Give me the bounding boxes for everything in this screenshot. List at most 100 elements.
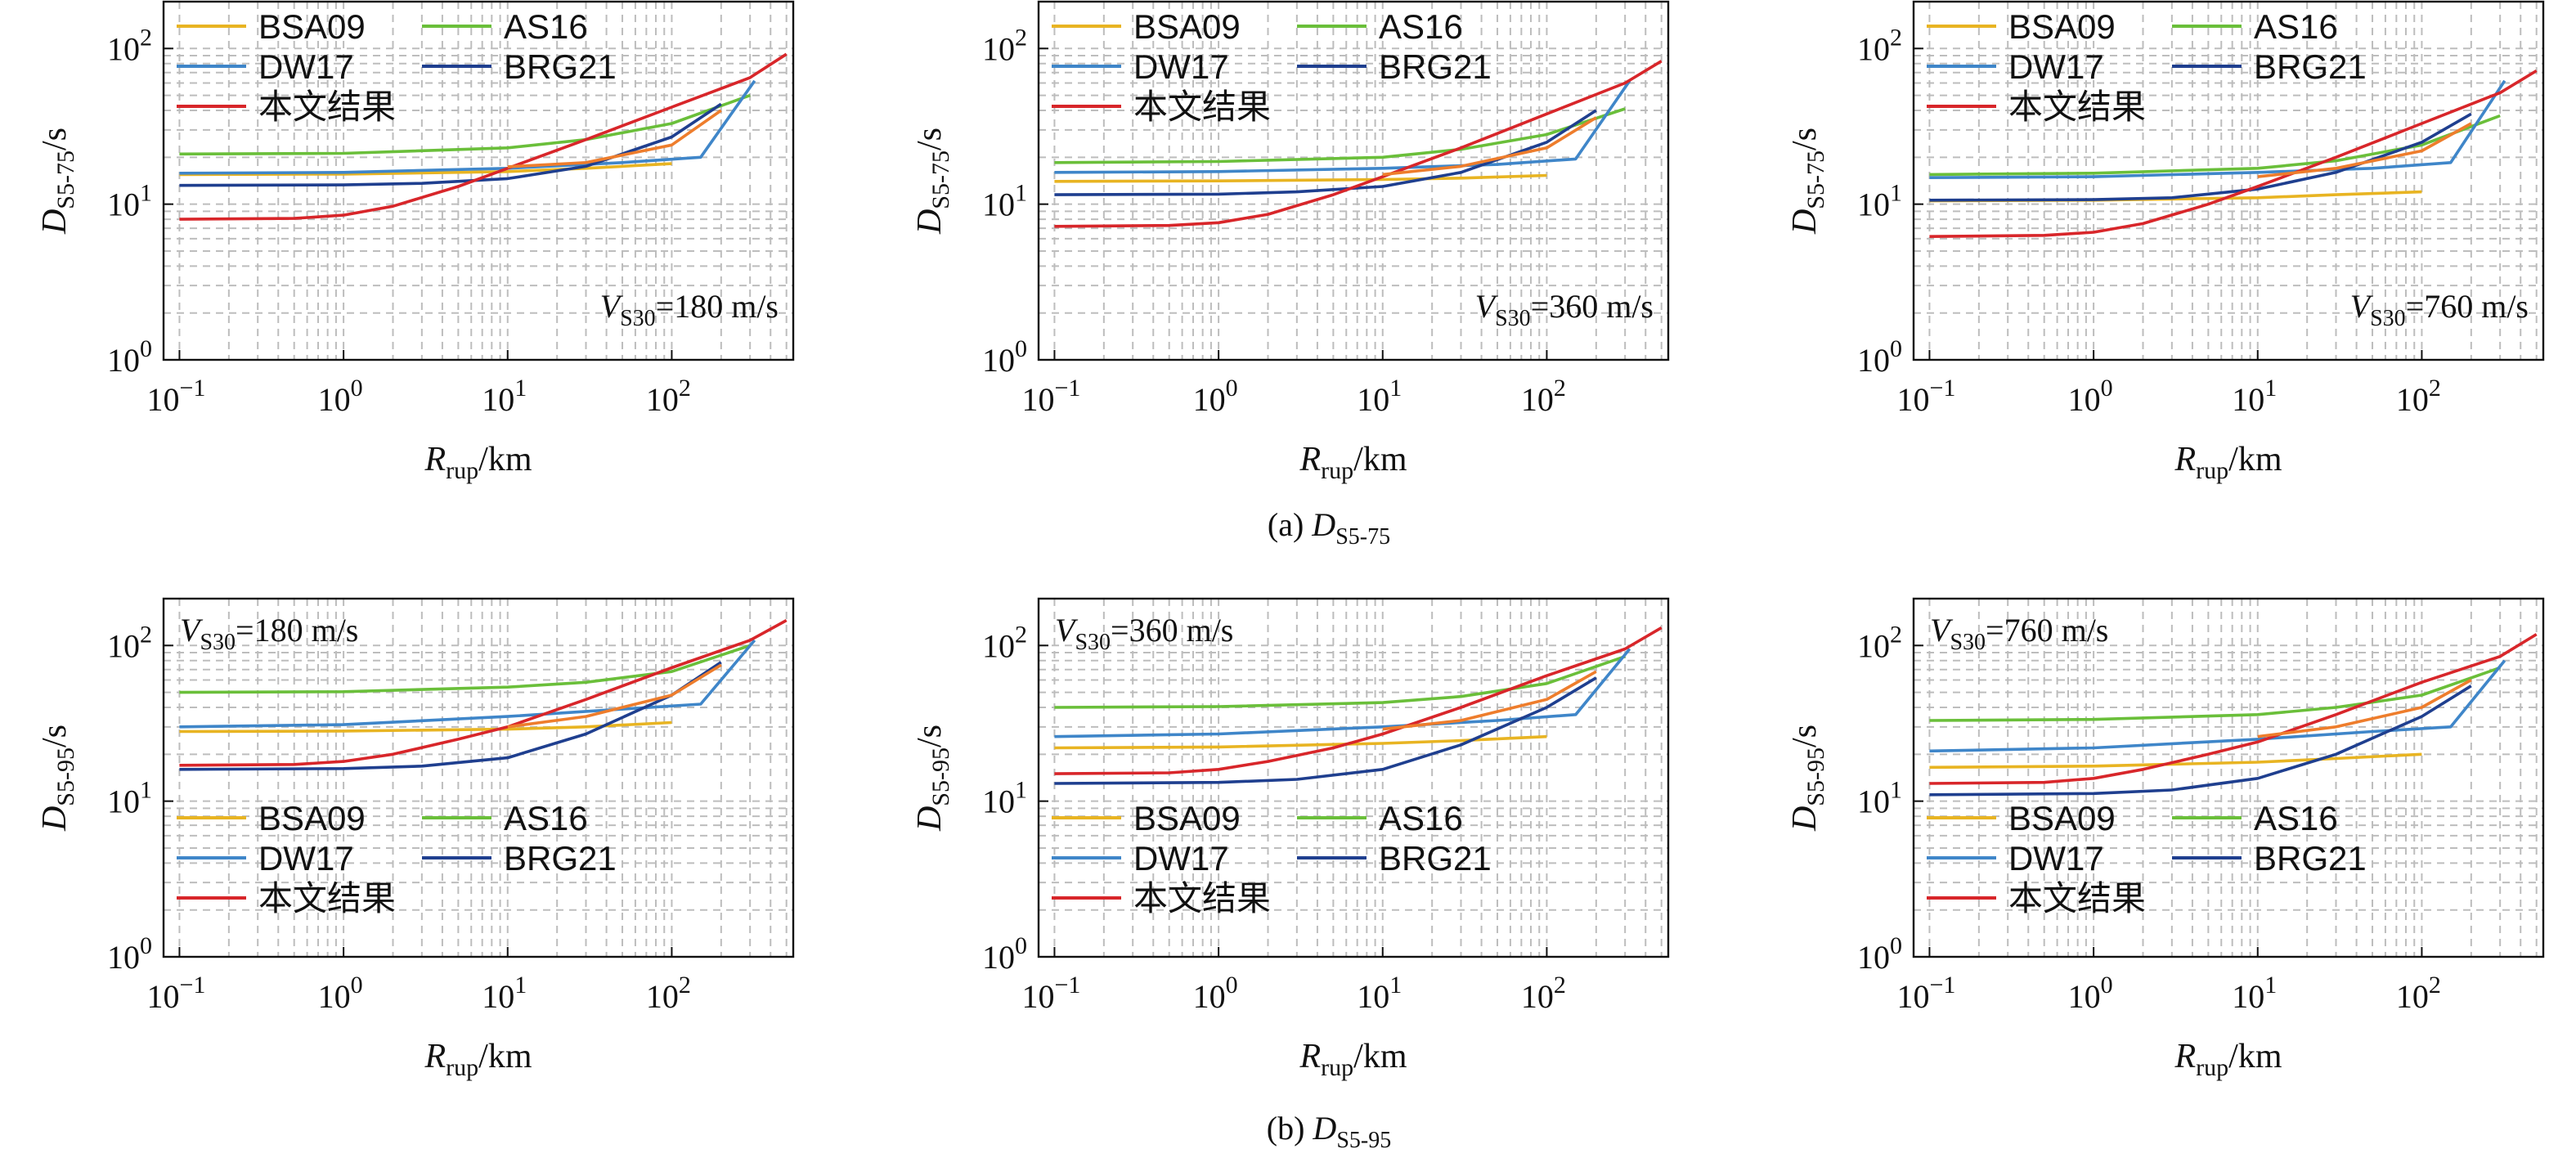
legend: BSA09 AS16 DW17 BRG21 本文结果 <box>1052 7 1492 126</box>
series-line-本文结果 <box>1054 626 1663 775</box>
y-tick-label: 101 <box>107 180 152 223</box>
series-line-本文结果 <box>179 52 788 221</box>
x-axis-label: Rrup/km <box>2174 1038 2282 1081</box>
axes-frame <box>162 0 795 361</box>
vs30-annotation: VS30=180 m/s <box>600 288 779 331</box>
y-tick-label: 101 <box>1857 777 1902 820</box>
x-tick-label: 10−1 <box>1021 972 1080 1015</box>
series-line-BRG21 <box>179 102 722 187</box>
vs30-annotation: VS30=180 m/s <box>180 612 358 655</box>
x-tick-label: 101 <box>1357 972 1402 1015</box>
series-group <box>1054 60 1663 228</box>
legend-label-BSA09: BSA09 <box>2008 799 2116 837</box>
y-tick-label: 101 <box>1857 180 1902 223</box>
x-tick-label: 102 <box>2396 375 2441 418</box>
legend-label-本文结果: 本文结果 <box>1133 879 1271 918</box>
series-line-extra <box>1382 116 1597 177</box>
legend-label-AS16: AS16 <box>1379 7 1463 46</box>
series-group <box>179 619 788 771</box>
legend-label-本文结果: 本文结果 <box>2008 88 2146 126</box>
x-tick-label: 102 <box>646 972 691 1015</box>
y-tick-label: 102 <box>107 24 152 67</box>
x-axis-label: Rrup/km <box>424 1038 532 1081</box>
series-group <box>179 52 788 221</box>
legend-label-DW17: DW17 <box>258 47 354 86</box>
y-axis-label: DS5-95/s <box>1786 725 1829 832</box>
x-axis-label: Rrup/km <box>1299 441 1407 484</box>
y-tick-label: 102 <box>1857 24 1902 67</box>
legend: BSA09 AS16 DW17 BRG21 本文结果 <box>1927 799 2367 918</box>
series-line-BSA09 <box>1054 173 1547 183</box>
legend-label-BRG21: BRG21 <box>1379 839 1492 877</box>
axes-frame <box>1037 0 1670 361</box>
axes-frame <box>1912 597 2545 958</box>
x-axis-label: Rrup/km <box>2174 441 2282 484</box>
y-axis-label: DS5-75/s <box>911 128 954 235</box>
legend-label-DW17: DW17 <box>1133 839 1229 877</box>
legend-label-BRG21: BRG21 <box>1379 47 1492 86</box>
x-tick-label: 100 <box>318 375 363 418</box>
x-tick-label: 102 <box>646 375 691 418</box>
series-line-DW17 <box>1929 659 2506 753</box>
legend-label-AS16: AS16 <box>504 799 588 837</box>
y-tick-label: 100 <box>107 335 152 379</box>
series-line-BSA09 <box>1054 734 1547 750</box>
series-line-DW17 <box>179 79 756 175</box>
legend-label-BSA09: BSA09 <box>2008 7 2116 46</box>
legend-label-AS16: AS16 <box>2254 7 2338 46</box>
legend-label-DW17: DW17 <box>2008 839 2104 877</box>
series-line-AS16 <box>1929 666 2501 722</box>
legend-label-BRG21: BRG21 <box>2254 839 2367 877</box>
x-tick-label: 100 <box>2068 375 2113 418</box>
legend-label-BSA09: BSA09 <box>1133 7 1241 46</box>
legend-label-本文结果: 本文结果 <box>258 88 396 126</box>
legend-label-AS16: AS16 <box>504 7 588 46</box>
x-tick-label: 101 <box>482 972 527 1015</box>
series-line-BSA09 <box>179 162 672 177</box>
series-line-BSA09 <box>179 720 672 734</box>
y-tick-label: 100 <box>1857 335 1902 379</box>
series-line-DW17 <box>1054 79 1631 174</box>
legend-label-BSA09: BSA09 <box>258 799 366 837</box>
series-line-本文结果 <box>1929 69 2538 238</box>
series-line-本文结果 <box>1929 633 2538 785</box>
x-tick-label: 10−1 <box>1896 972 1955 1015</box>
axes-frame <box>1912 0 2545 361</box>
legend-label-BSA09: BSA09 <box>1133 799 1241 837</box>
y-tick-label: 102 <box>982 24 1027 67</box>
x-tick-label: 102 <box>1521 375 1566 418</box>
y-tick-label: 100 <box>982 932 1027 976</box>
y-tick-label: 101 <box>982 777 1027 820</box>
series-line-BSA09 <box>1929 752 2422 770</box>
series-line-本文结果 <box>179 619 788 767</box>
legend-label-本文结果: 本文结果 <box>258 879 396 918</box>
series-line-AS16 <box>179 644 751 694</box>
grid <box>164 1 793 361</box>
row-caption: (a) DS5-75 <box>1268 506 1390 550</box>
vs30-annotation: VS30=760 m/s <box>1930 612 2108 655</box>
x-tick-label: 10−1 <box>1896 375 1955 418</box>
series-line-BRG21 <box>1929 112 2472 202</box>
series-line-本文结果 <box>1054 60 1663 228</box>
vs30-annotation: VS30=360 m/s <box>1055 612 1233 655</box>
legend-label-BSA09: BSA09 <box>258 7 366 46</box>
legend-label-DW17: DW17 <box>1133 47 1229 86</box>
legend: BSA09 AS16 DW17 BRG21 本文结果 <box>1052 799 1492 918</box>
series-group <box>1054 626 1663 785</box>
x-tick-label: 100 <box>318 972 363 1015</box>
y-tick-label: 100 <box>1857 932 1902 976</box>
vs30-annotation: VS30=760 m/s <box>2350 288 2529 331</box>
y-tick-label: 100 <box>107 932 152 976</box>
series-group <box>1929 69 2538 238</box>
legend: BSA09 AS16 DW17 BRG21 本文结果 <box>1927 7 2367 126</box>
series-line-BRG21 <box>1054 109 1597 196</box>
grid <box>1039 1 1668 361</box>
x-tick-label: 101 <box>1357 375 1402 418</box>
series-line-AS16 <box>179 93 751 156</box>
x-tick-label: 101 <box>2232 972 2277 1015</box>
x-tick-label: 10−1 <box>146 972 205 1015</box>
